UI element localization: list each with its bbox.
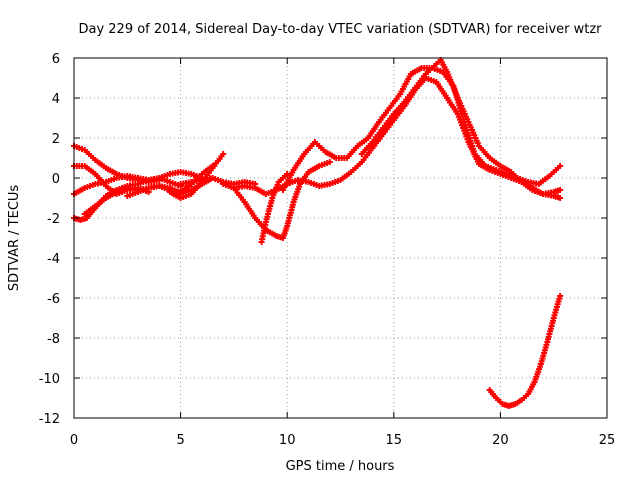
x-tick-label: 15	[386, 433, 403, 448]
chart-title: Day 229 of 2014, Sidereal Day-to-day VTE…	[78, 22, 602, 37]
y-tick-label: 0	[52, 172, 60, 187]
series-arc-8	[176, 174, 260, 188]
y-tick-label: -2	[47, 212, 60, 227]
y-tick-label: -8	[47, 332, 60, 347]
plot-frame	[73, 57, 608, 419]
data-series	[70, 56, 565, 410]
y-tick-label: 2	[52, 132, 60, 147]
series-arc-7	[165, 150, 228, 202]
y-tick-label: 6	[52, 52, 60, 67]
x-tick-label: 25	[599, 433, 616, 448]
axis-ticks: 0 5 10 15 20 25 -12 -10 -8 -6 -4 -2 0 2 4 6	[39, 52, 616, 448]
series-arc-4	[70, 168, 206, 198]
y-tick-label: -6	[47, 292, 60, 307]
y-tick-label: 4	[52, 92, 60, 107]
x-tick-label: 5	[176, 433, 184, 448]
series-trace	[233, 161, 331, 239]
series-arc-9	[219, 176, 313, 198]
series-arc-15	[485, 292, 565, 410]
series-arc-10	[229, 158, 334, 242]
y-tick-label: -12	[39, 412, 60, 427]
x-axis-label: GPS time / hours	[286, 459, 395, 474]
x-tick-label: 0	[70, 433, 78, 448]
grid	[74, 58, 607, 418]
x-tick-label: 20	[492, 433, 509, 448]
series-arc-11	[257, 170, 292, 246]
series-arc-13	[304, 74, 565, 198]
y-tick-label: -4	[47, 252, 60, 267]
series-arc-14	[357, 56, 565, 202]
y-tick-label: -10	[39, 372, 60, 387]
x-tick-label: 10	[279, 433, 296, 448]
y-axis-label: SDTVAR / TECUs	[7, 185, 22, 292]
